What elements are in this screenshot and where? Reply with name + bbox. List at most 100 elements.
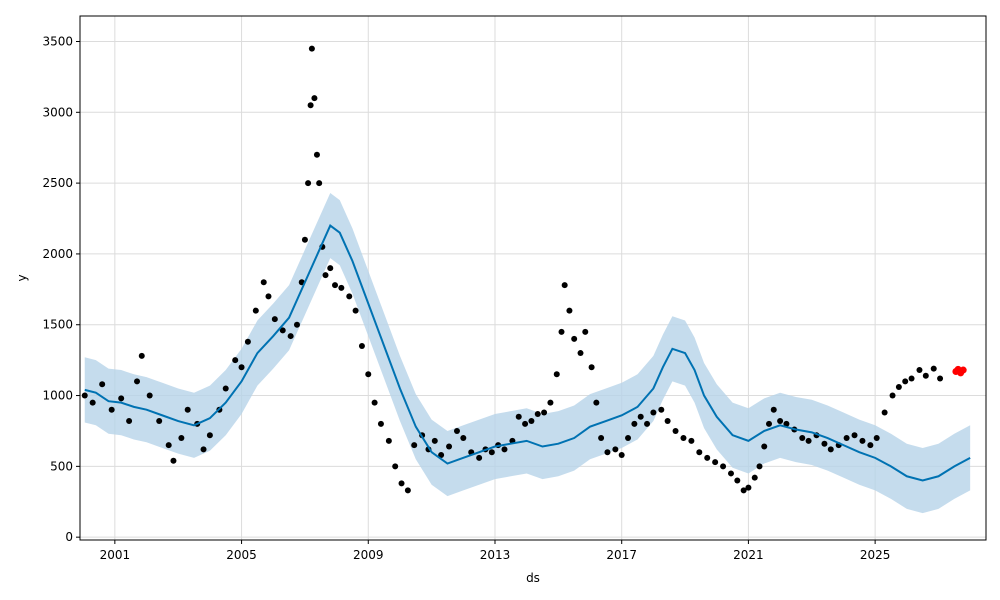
observed-point <box>881 409 888 416</box>
observed-point <box>346 293 353 300</box>
observed-point <box>873 435 880 442</box>
observed-point <box>265 293 272 300</box>
observed-point <box>720 463 727 470</box>
observed-point <box>566 307 573 314</box>
observed-point <box>712 459 719 466</box>
observed-point <box>922 372 929 379</box>
observed-point <box>688 437 695 444</box>
observed-point <box>488 449 495 456</box>
observed-point <box>672 427 679 434</box>
observed-point <box>558 328 565 335</box>
observed-point <box>392 463 399 470</box>
observed-point <box>252 307 259 314</box>
y-tick-label: 3500 <box>42 34 73 48</box>
y-tick-label: 1000 <box>42 389 73 403</box>
observed-point <box>704 454 711 461</box>
observed-point <box>867 442 874 449</box>
observed-point <box>930 365 937 372</box>
observed-point <box>522 420 529 427</box>
observed-point <box>577 350 584 357</box>
observed-point <box>547 399 554 406</box>
observed-point <box>908 375 915 382</box>
observed-point <box>625 435 632 442</box>
x-tick-label: 2025 <box>860 548 891 562</box>
y-tick-label: 1500 <box>42 318 73 332</box>
observed-point <box>305 180 312 187</box>
y-ticks: 0 500 1000 1500 2000 2500 3000 3500 <box>42 34 80 544</box>
plot-frame <box>79 15 987 541</box>
observed-point <box>553 371 560 378</box>
observed-point <box>534 410 541 417</box>
highlight-points <box>952 365 967 377</box>
observed-point <box>916 367 923 374</box>
observed-point <box>134 378 141 385</box>
observed-point <box>618 452 625 459</box>
observed-point <box>501 446 508 453</box>
observed-point <box>165 442 172 449</box>
observed-point <box>238 364 245 371</box>
observed-point <box>770 406 777 413</box>
observed-point <box>352 307 359 314</box>
observed-point <box>805 437 812 444</box>
observed-point <box>598 435 605 442</box>
x-tick-label: 2005 <box>226 548 257 562</box>
observed-point <box>438 452 445 459</box>
observed-point <box>588 364 595 371</box>
observed-point <box>745 484 752 491</box>
observed-point <box>358 342 365 349</box>
observed-point <box>761 443 768 450</box>
observed-point <box>637 413 644 420</box>
observed-point <box>260 279 267 286</box>
observed-point <box>126 418 133 425</box>
observed-point <box>937 375 944 382</box>
observed-point <box>541 409 548 416</box>
observed-point <box>178 435 185 442</box>
observed-point <box>680 435 687 442</box>
x-tick-label: 2001 <box>100 548 131 562</box>
observed-point <box>271 316 278 323</box>
observed-point <box>696 449 703 456</box>
observed-point <box>279 327 286 334</box>
observed-point <box>859 437 866 444</box>
observed-point <box>307 102 314 109</box>
observed-point <box>740 487 747 494</box>
x-tick-label: 2009 <box>353 548 384 562</box>
y-axis-label: y <box>15 274 29 281</box>
x-tick-label: 2013 <box>480 548 511 562</box>
observed-point <box>843 435 850 442</box>
observed-point <box>89 399 96 406</box>
observed-point <box>446 443 453 450</box>
observed-point <box>664 418 671 425</box>
x-tick-label: 2017 <box>606 548 637 562</box>
observed-point <box>515 413 522 420</box>
observed-point <box>332 282 339 289</box>
observed-point <box>431 437 438 444</box>
observed-point <box>631 420 638 427</box>
observed-point <box>371 399 378 406</box>
observed-point <box>476 454 483 461</box>
y-tick-label: 500 <box>50 459 73 473</box>
observed-point <box>311 95 318 102</box>
observed-point <box>727 470 734 477</box>
observed-point <box>561 282 568 289</box>
observed-point <box>138 352 145 359</box>
y-tick-label: 2500 <box>42 176 73 190</box>
observed-point <box>81 392 88 399</box>
observed-point <box>338 284 345 291</box>
observed-point <box>593 399 600 406</box>
observed-point <box>777 418 784 425</box>
observed-point <box>244 338 251 345</box>
y-tick-label: 2000 <box>42 247 73 261</box>
observed-point <box>404 487 411 494</box>
x-tick-label: 2021 <box>733 548 764 562</box>
observed-point <box>327 265 334 272</box>
observed-point <box>604 449 611 456</box>
observed-point <box>460 435 467 442</box>
observed-point <box>99 381 106 388</box>
observed-point <box>308 45 315 52</box>
observed-point <box>206 432 213 439</box>
observed-point <box>650 409 657 416</box>
observed-point <box>156 418 163 425</box>
